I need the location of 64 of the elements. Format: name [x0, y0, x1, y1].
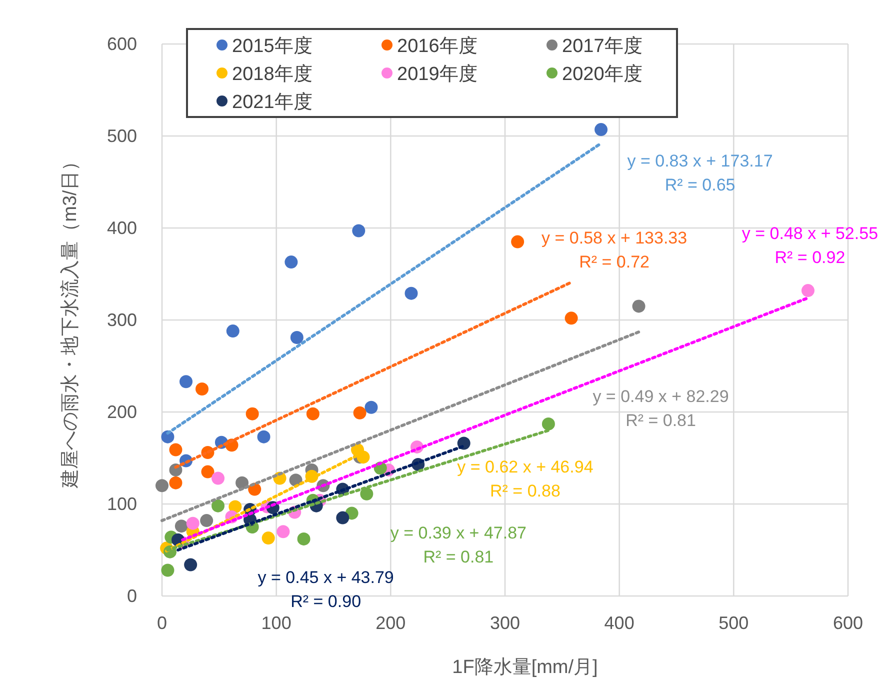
legend-label: 2020年度: [562, 63, 642, 85]
point: [542, 417, 555, 430]
x-axis-title: 1F降水量[mm/月]: [452, 657, 598, 678]
legend-label: 2016年度: [397, 35, 478, 57]
point: [262, 532, 275, 545]
point: [246, 407, 259, 420]
legend-label: 2017年度: [562, 35, 642, 57]
y-tick-label: 300: [106, 310, 137, 330]
point: [360, 487, 374, 500]
point: [511, 235, 524, 248]
point: [353, 406, 366, 420]
x-tick-label: 400: [604, 613, 634, 633]
legend-label: 2018年度: [232, 63, 312, 85]
x-tick-label: 0: [156, 613, 168, 633]
y-tick-label: 400: [106, 218, 137, 238]
point: [306, 407, 320, 420]
point: [212, 472, 225, 485]
point: [290, 330, 304, 344]
y-tick-label: 600: [106, 34, 137, 54]
annotation: y = 0.39 x + 47.87 R² = 0.81: [390, 523, 526, 566]
annotation: y = 0.48 x + 52.55 R² = 0.92: [742, 224, 878, 267]
point: [212, 499, 225, 512]
annotation: y = 0.49 x + 82.29 R² = 0.81: [592, 386, 729, 430]
annotation: y = 0.62 x + 46.94 R² = 0.88: [457, 457, 594, 500]
point: [169, 476, 182, 490]
x-tick-label: 300: [490, 613, 520, 633]
x-tick-label: 600: [832, 613, 864, 633]
y-tick-label: 200: [106, 402, 137, 422]
point: [284, 256, 298, 269]
point: [184, 558, 198, 572]
point: [276, 525, 290, 538]
point: [201, 465, 214, 478]
point: [161, 564, 174, 577]
x-tick-label: 500: [718, 613, 749, 633]
point: [801, 284, 814, 298]
point: [200, 514, 214, 528]
point: [564, 312, 578, 325]
y-axis-title: 建屋への雨水・地下水流入量（m3/日）: [59, 152, 81, 489]
y-tick-label: 0: [126, 586, 137, 606]
point: [632, 300, 646, 313]
legend-label: 2015年度: [232, 35, 312, 57]
point: [257, 430, 270, 444]
y-tick-label: 100: [106, 494, 137, 514]
legend-label: 2019年度: [397, 63, 478, 85]
point: [196, 382, 209, 396]
point: [364, 400, 378, 414]
x-tick-label: 200: [376, 613, 406, 633]
point: [352, 224, 366, 238]
point: [186, 516, 200, 530]
point: [404, 286, 418, 300]
point: [336, 511, 350, 524]
annotation: y = 0.58 x + 133.33 R² = 0.72: [542, 228, 688, 272]
point: [297, 532, 310, 546]
y-tick-label: 500: [106, 126, 137, 146]
point: [174, 520, 188, 533]
legend-label: 2021年度: [232, 91, 312, 113]
point: [226, 324, 240, 338]
annotation: y = 0.83 x + 173.17 R² = 0.65: [627, 151, 773, 194]
x-tick-label: 100: [261, 613, 292, 633]
point: [169, 443, 182, 456]
point: [156, 479, 168, 492]
point: [180, 375, 193, 388]
point: [594, 123, 608, 136]
annotation: y = 0.45 x + 43.79 R² = 0.90: [258, 568, 394, 612]
